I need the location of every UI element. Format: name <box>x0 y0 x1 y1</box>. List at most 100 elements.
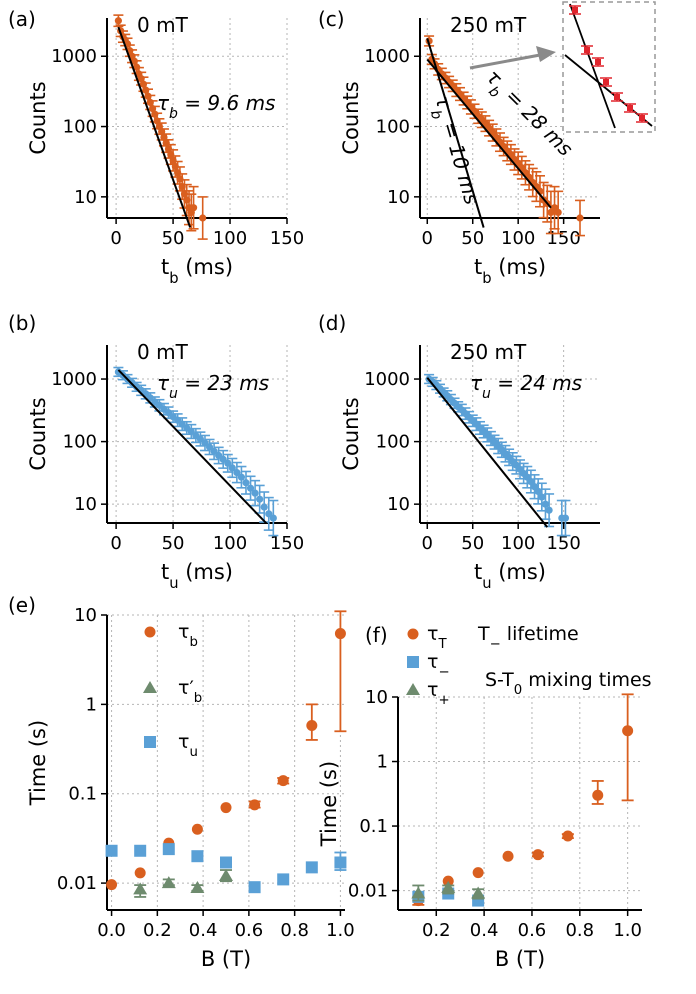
data-point <box>334 856 347 869</box>
panel-label: (c) <box>318 7 345 31</box>
y-tick-label: 1000 <box>364 369 410 390</box>
text-part: t <box>474 560 482 584</box>
y-tick-label: 10 <box>365 687 388 708</box>
inset-point <box>639 115 645 121</box>
x-axis-label: tu (ms) <box>161 560 233 592</box>
data-point <box>143 681 157 693</box>
y-axis-label: Counts <box>339 81 363 154</box>
x-tick-label: 50 <box>162 228 185 249</box>
text-part: u <box>169 575 178 592</box>
data-point <box>534 487 542 495</box>
y-tick-label: 100 <box>376 117 410 138</box>
fit-line <box>117 26 192 228</box>
data-point <box>246 484 255 492</box>
x-tick-label: 100 <box>213 228 247 249</box>
legend-entry: τ+ <box>427 679 450 708</box>
data-point <box>406 683 420 695</box>
y-axis-label: Counts <box>26 81 50 154</box>
y-tick-label: 10 <box>74 187 97 208</box>
text-part: u <box>482 386 491 402</box>
data-point <box>277 775 289 787</box>
text-part: τ′ <box>178 677 194 699</box>
x-axis-label: tb (ms) <box>474 255 546 287</box>
x-tick-label: 0 <box>422 533 433 554</box>
x-tick-label: 0.8 <box>565 920 594 941</box>
text-part: τ <box>178 621 189 643</box>
x-tick-label: 0.4 <box>189 920 218 941</box>
x-tick-label: 100 <box>213 533 247 554</box>
data-point <box>144 736 156 748</box>
legend-entry: τ− <box>427 651 450 680</box>
text-part: b <box>169 106 178 122</box>
x-tick-label: 50 <box>461 533 484 554</box>
x-tick-label: 0 <box>422 228 433 249</box>
panel-label: (f) <box>365 623 388 647</box>
field-label: 250 mT <box>450 340 527 364</box>
panel-label: (d) <box>318 311 346 335</box>
data-point <box>592 789 604 801</box>
inset-point <box>572 7 578 13</box>
data-point <box>134 844 147 857</box>
x-tick-label: 0.2 <box>143 920 172 941</box>
x-tick-label: 0.4 <box>470 920 499 941</box>
data-point <box>306 720 318 732</box>
text-part: τ <box>427 651 438 673</box>
data-point <box>622 725 634 737</box>
panel-label: (a) <box>8 7 36 31</box>
data-point <box>561 514 570 522</box>
inset-point <box>595 59 601 65</box>
y-tick-label: 1 <box>86 694 97 715</box>
data-point <box>144 626 156 638</box>
text-part: u <box>189 745 197 760</box>
data-point <box>114 17 122 25</box>
text-part: b <box>427 108 445 121</box>
data-point <box>219 869 233 882</box>
data-point <box>265 510 273 518</box>
text-part: t <box>161 560 169 584</box>
text-part: τ <box>470 371 483 395</box>
text-part: = 24 ms <box>491 371 582 395</box>
inset-point <box>614 94 620 100</box>
x-tick-label: 150 <box>546 533 580 554</box>
data-point <box>199 214 207 222</box>
data-point <box>251 489 259 497</box>
text-part: B (T) <box>201 947 251 971</box>
text-part: b <box>169 270 178 287</box>
data-point <box>242 479 250 487</box>
y-tick-label: 10 <box>74 494 97 515</box>
data-point <box>162 843 175 856</box>
text-part: b <box>189 635 197 650</box>
inset-arrow-shaft <box>469 53 541 70</box>
legend-entry: τu <box>178 731 198 760</box>
data-point <box>407 628 419 640</box>
x-tick-label: 0.8 <box>280 920 309 941</box>
data-point <box>237 473 246 481</box>
text-part: u <box>169 386 178 402</box>
y-tick-label: 0.01 <box>57 873 97 894</box>
data-point <box>191 823 203 835</box>
y-axis-label: Counts <box>26 397 50 470</box>
text-part: mixing times <box>522 669 651 691</box>
data-point <box>277 873 290 886</box>
fit-annotation: τu = 23 ms <box>157 371 269 402</box>
field-label: 250 mT <box>450 13 527 37</box>
fit-annotation: τb = 9.6 ms <box>157 91 275 122</box>
text-part: (ms) <box>492 255 546 279</box>
x-tick-label: 0.2 <box>422 920 451 941</box>
y-tick-label: 100 <box>63 432 97 453</box>
data-point <box>472 867 484 879</box>
text-part: − <box>490 637 501 652</box>
text-part: T <box>437 637 447 652</box>
y-tick-label: 1 <box>377 752 388 773</box>
data-point <box>527 477 535 486</box>
data-point <box>189 204 198 212</box>
data-point <box>305 861 318 874</box>
data-point <box>256 495 264 503</box>
x-tick-label: 1.0 <box>613 920 642 941</box>
y-tick-label: 1000 <box>51 46 97 67</box>
fit-line <box>426 58 552 209</box>
y-tick-label: 10 <box>74 605 97 626</box>
legend-entry: τT <box>427 623 447 652</box>
